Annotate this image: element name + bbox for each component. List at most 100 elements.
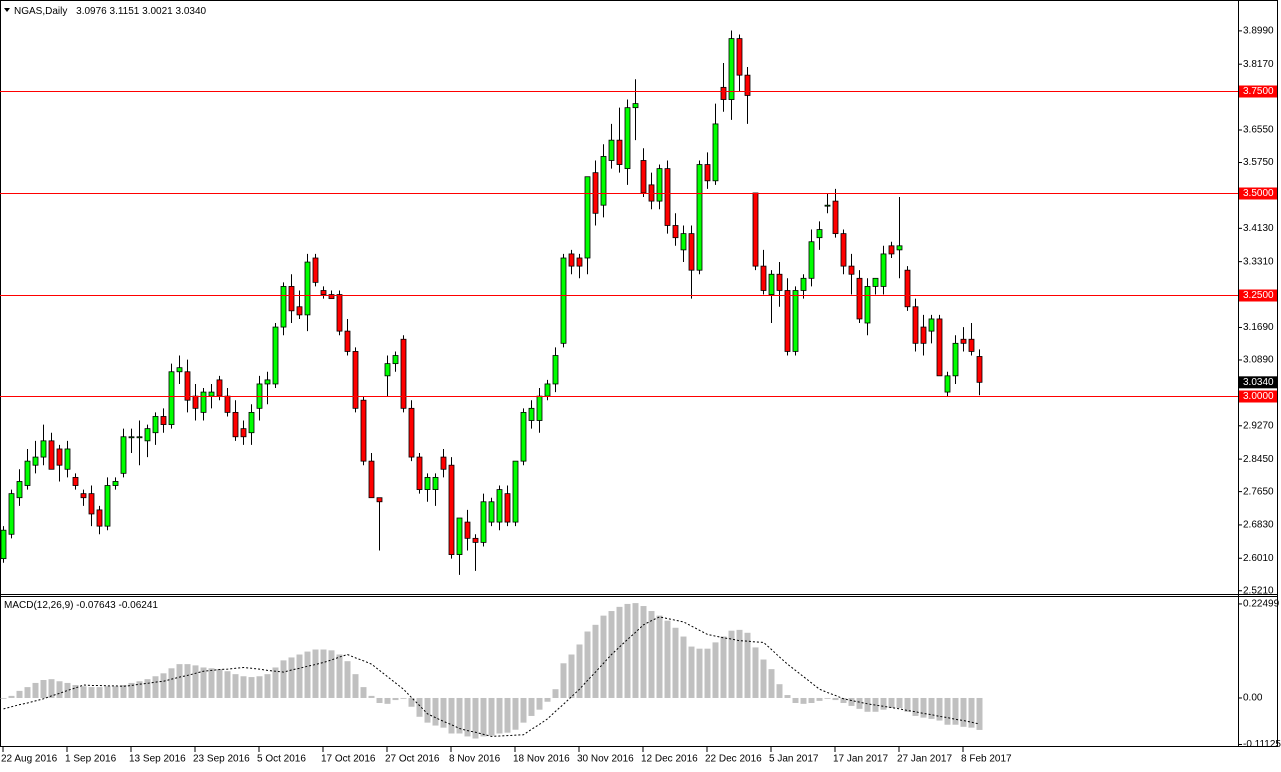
macd-bar [816,697,823,701]
macd-bar [16,690,23,698]
candle-body [832,200,839,235]
macd-bar [216,669,223,698]
x-tick-label: 30 Nov 2016 [577,754,634,765]
macd-bar [552,689,559,698]
candle-body [456,517,463,555]
macd-bar [256,676,263,698]
candle-body [800,277,807,291]
macd-bar [112,686,119,698]
macd-bar [8,695,15,698]
macd-bar [568,654,575,698]
macd-bar [632,603,639,698]
macd-bar [752,647,759,698]
candle-body [384,363,391,377]
close-label: 3.0340 [176,6,207,17]
macd-bar [872,697,879,712]
macd-bar [264,674,271,698]
candle-body [200,391,207,413]
chart-title: NGAS,Daily 3.0976 3.1151 3.0021 3.0340 [14,6,207,17]
macd-bar [880,697,887,710]
candle-body [928,318,935,332]
macd-bar [0,697,7,699]
level-label: 3.2500 [1243,290,1274,301]
macd-bar [712,642,719,698]
candle-body [768,273,775,295]
y-tick-label: 3.0890 [1243,355,1274,366]
macd-bar [360,687,367,698]
candle-body [616,139,623,165]
candle-body [784,290,791,352]
candle-body [80,493,87,499]
macd-bar [496,697,503,734]
y-tick-label: 3.8990 [1243,26,1274,37]
macd-bar [128,682,135,698]
candle-body [744,74,751,96]
candle-body [152,416,159,434]
candle-body [960,338,967,344]
candle-body [248,411,255,434]
candle-body [168,371,175,425]
level-label: 3.5000 [1243,188,1274,199]
macd-bar [864,697,871,712]
macd-bar [664,620,671,698]
candle-body [488,501,495,523]
candle-body [840,233,847,267]
macd-bar [536,697,543,710]
macd-bar [584,631,591,698]
macd-value: -0.07643 [76,600,116,611]
macd-bar [152,676,159,698]
macd-bar [648,611,655,698]
candle-body [664,168,671,226]
candle-body [904,269,911,308]
candle-body [512,460,519,523]
low-label: 3.0021 [142,6,173,17]
candle-body [712,123,719,182]
macd-bar [392,697,399,701]
frame [0,0,1278,747]
macd-bar [424,697,431,723]
macd-bar [448,697,455,734]
signal-line [3,616,980,737]
candle-body [696,164,703,271]
price-tag-label: 3.0340 [1243,377,1274,388]
macd-bar [896,697,903,709]
macd-bar [432,697,439,726]
macd-bar [384,697,391,704]
x-tick-label: 23 Sep 2016 [193,754,250,765]
candle-body [424,476,431,490]
macd-bar [328,650,335,698]
candle-body [352,351,359,409]
candle-body [648,184,655,202]
candle-body [720,86,727,100]
signal-value: -0.06241 [119,600,159,611]
candle-body [264,379,271,385]
level-tag [1239,85,1277,98]
candle-body [416,456,423,490]
price-tag [1239,376,1277,389]
candle-body [536,395,543,421]
macd-bar [784,695,791,698]
candle-body [208,391,215,397]
macd-bar [888,697,895,709]
macd-bar [616,606,623,698]
macd-bar [960,697,967,727]
y-tick-label: 2.6010 [1243,553,1274,564]
candle-body [184,371,191,401]
macd-bar [640,606,647,698]
macd-bar [72,685,79,698]
macd-bar [288,657,295,698]
x-tick-label: 27 Jan 2017 [897,754,952,765]
macd-bar [336,654,343,698]
candle-body [432,476,439,490]
macd-bar [696,648,703,698]
macd-bar [56,681,63,698]
macd-bar [760,659,767,698]
macd-bar [456,697,463,734]
macd-bar [184,664,191,698]
candle-body [40,440,47,458]
candle-body [584,176,591,259]
menu-icon [4,8,10,12]
macd-bar [272,667,279,698]
